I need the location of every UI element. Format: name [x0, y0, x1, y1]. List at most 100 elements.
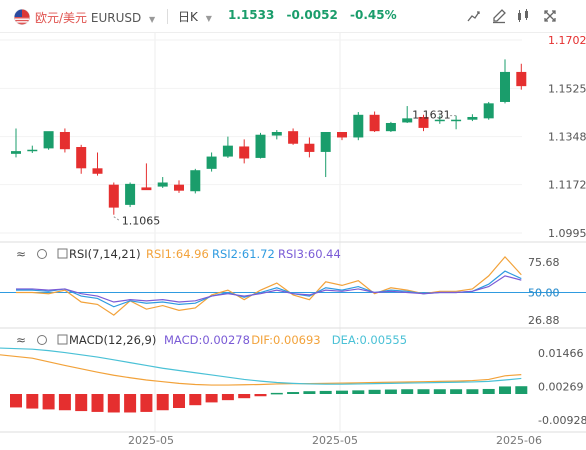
annotation-leader [113, 216, 121, 222]
candle-down [59, 131, 70, 150]
macd-histogram-bar [319, 390, 332, 394]
candle-down [174, 184, 184, 191]
price-change-pct: -0.45% [349, 8, 397, 22]
macd-histogram-bar [26, 394, 39, 409]
pair-cn-label: 欧元/美元 [35, 11, 88, 25]
high-price-annotation: 1.1631 [412, 109, 451, 122]
candle-down [516, 71, 527, 87]
rsi-title: RSI(7,14,21) [69, 247, 141, 261]
macd-histogram-bar [368, 389, 381, 394]
macd-histogram-bar [58, 394, 71, 411]
rsi-series-line [16, 270, 522, 308]
candle-up [353, 114, 364, 138]
macd-histogram-bar [238, 394, 251, 399]
macd-histogram-bar [10, 394, 22, 408]
rsi-toggle-icon: ≈ [16, 247, 26, 261]
macd-histogram-bar [450, 389, 463, 394]
candle-up [385, 122, 396, 132]
chart-toolbar: 欧元/美元 EURUSD ▼ 日K ▼ 1.1533 -0.0052 -0.45… [0, 0, 586, 33]
symbol-label: EURUSD [90, 11, 142, 25]
settings-icon [37, 249, 47, 259]
rsi-legend-item: RSI2:61.72 [212, 247, 275, 261]
price-axis-label: 1.1348 [548, 131, 586, 144]
macd-title: MACD(12,26,9) [69, 333, 156, 347]
macd-histogram-bar [221, 394, 234, 401]
macd-histogram-bar [173, 394, 185, 408]
candle-up [206, 156, 217, 169]
macd-histogram-bar [466, 389, 479, 394]
candle-up [43, 131, 54, 149]
macd-histogram-bar [91, 394, 104, 412]
candle-up [222, 145, 233, 157]
macd-histogram-bar [75, 394, 88, 412]
low-price-annotation: 1.1065 [122, 215, 161, 228]
macd-histogram-bar [384, 389, 397, 394]
rsi-series-line [16, 275, 522, 303]
macd-series-line [0, 347, 522, 385]
candle-down [141, 187, 152, 191]
rsi-axis-label: 50.00 [528, 287, 560, 300]
macd-histogram-bar [156, 394, 169, 411]
rsi-axis-label: 26.88 [528, 314, 560, 327]
checkbox-icon [57, 334, 68, 345]
candle-up [271, 131, 282, 136]
period-selector[interactable]: 日K ▼ [178, 8, 212, 25]
price-change: -0.0052 [286, 8, 338, 22]
fullscreen-icon[interactable] [542, 8, 558, 24]
macd-histogram-bar [417, 389, 430, 394]
price-axis-label: 1.1525 [548, 82, 586, 95]
date-axis-label: 2025-06 [496, 434, 542, 447]
compare-icon[interactable] [515, 8, 531, 24]
rsi-series-line [16, 255, 522, 316]
macd-axis-label: 0.01466 [538, 347, 584, 360]
candle-down [304, 143, 315, 152]
macd-histogram-bar [270, 392, 283, 395]
macd-histogram-bar [205, 394, 218, 403]
candle-down [337, 131, 347, 138]
macd-histogram-bar [287, 392, 300, 394]
price-axis-label: 1.1702 [548, 34, 586, 47]
symbol-selector[interactable]: 欧元/美元 EURUSD ▼ [35, 9, 155, 26]
macd-histogram-bar [515, 386, 528, 394]
candle-up [320, 131, 331, 152]
macd-histogram-bar [482, 388, 495, 394]
candle-up [190, 170, 201, 192]
macd-legend-item: DEA:0.00555 [332, 333, 407, 347]
macd-axis-label: -0.00928 [538, 414, 586, 427]
candle-up [467, 116, 478, 120]
candle-up [500, 71, 510, 102]
candle-down [369, 114, 380, 132]
add-indicator-icon[interactable] [466, 8, 482, 24]
macd-series-line [0, 354, 522, 386]
toolbar-divider [167, 9, 168, 24]
candle-down [418, 116, 429, 128]
macd-legend-item: DIF:0.00693 [251, 333, 320, 347]
macd-histogram-bar [140, 394, 153, 412]
flag-icon [14, 9, 30, 29]
candle-down [288, 131, 299, 144]
rsi-axis-label: 50.00 [528, 287, 560, 300]
macd-axis-label: 0.00269 [538, 380, 584, 393]
candle-down [92, 168, 103, 174]
candle-down [239, 146, 250, 159]
candle-up [483, 103, 494, 119]
chevron-down-icon: ▼ [149, 15, 156, 24]
date-axis-label: 2025-05 [312, 434, 358, 447]
macd-histogram-bar [336, 390, 348, 394]
rsi-legend-item: RSI1:64.96 [146, 247, 209, 261]
candle-up [11, 151, 21, 154]
macd-histogram-bar [433, 389, 446, 394]
rsi-legend-item: RSI3:60.44 [278, 247, 341, 261]
date-axis-label: 2025-05 [128, 434, 174, 447]
candle-down [76, 147, 87, 169]
macd-legend-item: MACD:0.00278 [164, 333, 250, 347]
candle-up [255, 134, 266, 158]
candle-up [125, 183, 136, 205]
macd-histogram-bar [42, 394, 55, 410]
drawing-icon[interactable] [491, 8, 507, 24]
macd-histogram-bar [352, 390, 365, 394]
price-axis-label: 1.0995 [548, 227, 586, 240]
period-label: 日K [178, 10, 198, 24]
